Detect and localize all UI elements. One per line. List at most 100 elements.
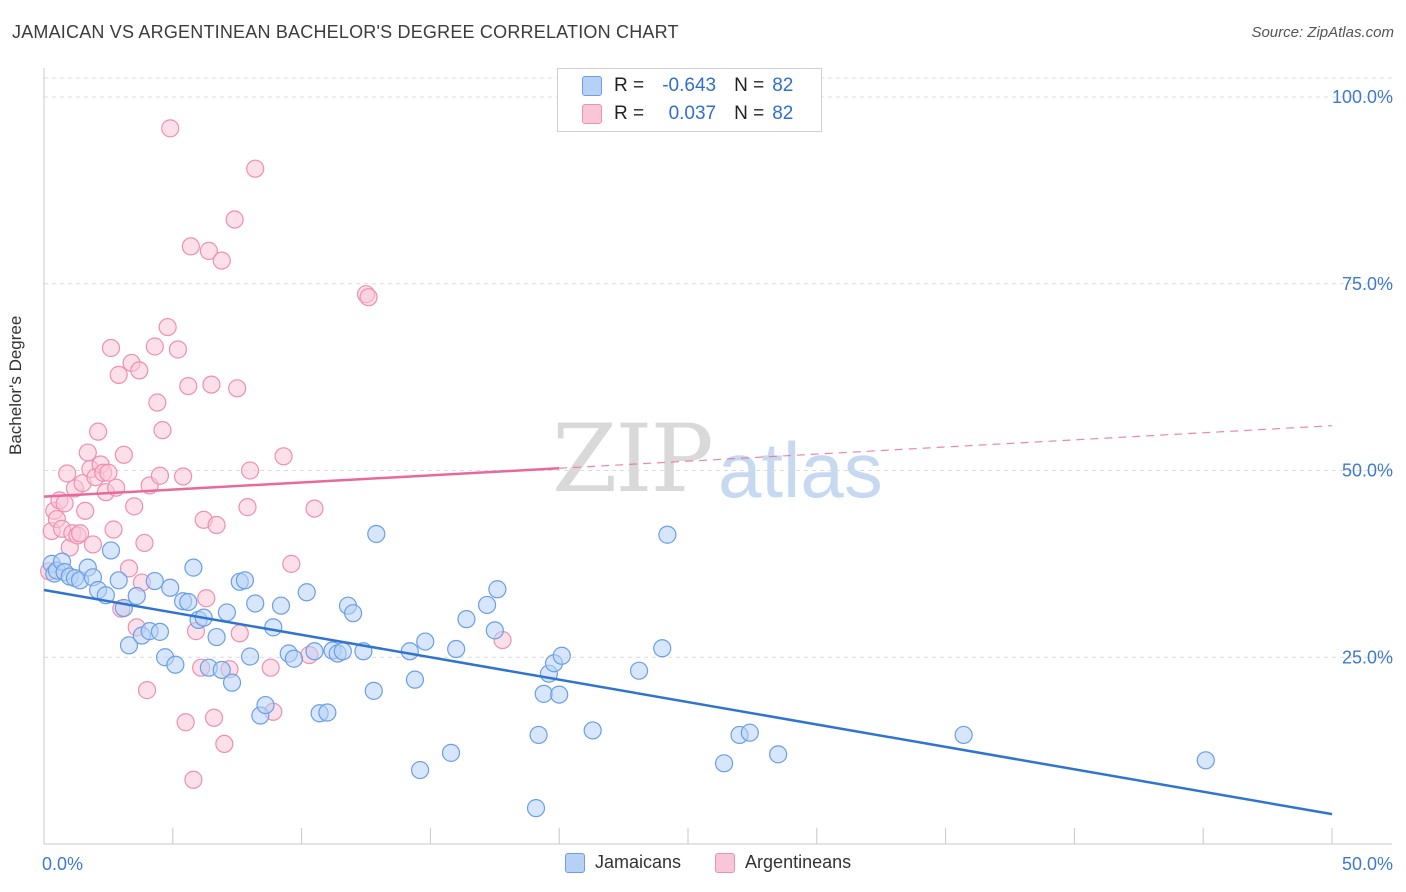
jamaicans-point: [629, 661, 649, 680]
jamaicans-point: [653, 639, 672, 658]
correlation-legend: R = -0.643 N = 82 R = 0.037 N = 82: [557, 68, 822, 132]
argentineans-point: [114, 445, 133, 464]
jamaicans-point: [222, 673, 242, 692]
legend-item-argentineans[interactable]: Argentineans: [715, 852, 851, 873]
jamaicans-trendline: [43, 588, 1333, 816]
argentineans-point: [135, 533, 154, 553]
y-tick-label: 50.0%: [1342, 461, 1393, 481]
legend-label-jamaicans: Jamaicans: [595, 852, 682, 872]
y-axis-label: Bachelor's Degree: [6, 315, 25, 455]
jamaicans-point: [333, 642, 352, 661]
argentineans-point: [145, 337, 164, 356]
jamaicans-point: [416, 632, 435, 651]
argentineans-point: [261, 658, 280, 677]
y-tick-label: 25.0%: [1342, 647, 1393, 667]
argentineans-point: [230, 624, 249, 643]
argentineans-point: [153, 421, 172, 440]
jamaicans-point: [184, 558, 203, 577]
argentineans-point: [215, 734, 234, 754]
argentineans-point: [150, 466, 170, 485]
argentineans-point: [179, 376, 198, 396]
watermark-zip: ZIP: [552, 405, 714, 514]
argentineans-point: [76, 501, 95, 520]
r-label: R =: [614, 103, 645, 124]
argentineans-point: [246, 159, 265, 178]
x-tick-label: 0.0%: [42, 854, 83, 874]
argentineans-point: [137, 681, 157, 700]
jamaicans-point: [488, 580, 507, 599]
jamaicans-point: [769, 745, 788, 764]
argentineans-point: [225, 210, 244, 229]
jamaicans-point: [207, 627, 226, 647]
jamaicans-point: [212, 660, 231, 680]
legend-item-jamaicans[interactable]: Jamaicans: [565, 852, 681, 873]
jamaicans-point: [583, 721, 602, 740]
jamaicans-point: [145, 571, 164, 591]
x-tick-label: 50.0%: [1342, 854, 1393, 874]
argentineans-point: [78, 443, 97, 462]
jamaicans-point: [217, 603, 236, 622]
argentineans-point: [204, 708, 224, 727]
jamaicans-point: [284, 649, 303, 668]
jamaicans-point: [256, 695, 275, 715]
jamaicans-point: [364, 681, 383, 700]
y-tick-label: 75.0%: [1342, 274, 1393, 294]
argentineans-point: [359, 288, 378, 307]
chart-title: JAMAICAN VS ARGENTINEAN BACHELOR'S DEGRE…: [12, 22, 679, 42]
argentineans-point: [101, 338, 121, 358]
argentineans-point: [55, 494, 74, 513]
jamaicans-point: [109, 571, 128, 590]
r-label: R =: [614, 75, 645, 96]
argentineans-point: [199, 241, 218, 260]
jamaicans-point: [477, 595, 497, 615]
argentineans-point: [238, 498, 257, 517]
n-value: 82: [772, 75, 794, 96]
argentineans-trendline: [43, 467, 560, 498]
jamaicans-point: [101, 541, 121, 560]
argentineans-point: [119, 559, 139, 578]
jamaicans-point: [529, 725, 548, 745]
argentineans-trendline-extension: [559, 425, 1333, 469]
argentineans-point: [99, 463, 118, 482]
source-label: Source: ZipAtlas.com: [1251, 24, 1394, 41]
jamaicans-point: [240, 647, 260, 666]
jamaicans-point: [271, 596, 291, 615]
series-legend: Jamaicans Argentineans: [565, 852, 885, 873]
jamaicans-point: [344, 604, 363, 623]
n-value: 82: [772, 103, 794, 124]
argentineans-point: [184, 770, 203, 789]
jamaicans-point: [658, 525, 677, 544]
argentineans-point: [176, 713, 195, 732]
legend-label-argentineans: Argentineans: [745, 852, 852, 872]
argentineans-point: [70, 524, 90, 543]
argentineans-point: [228, 379, 247, 398]
jamaicans-point: [264, 618, 283, 637]
jamaicans-point: [318, 703, 337, 722]
argentineans-point: [181, 237, 200, 256]
argentineans-point: [104, 520, 123, 539]
jamaicans-point: [485, 621, 504, 640]
argentineans-point: [88, 422, 108, 441]
argentineans-point: [83, 535, 103, 554]
jamaicans-point: [550, 685, 569, 704]
r-value: 0.037: [668, 103, 717, 124]
argentineans-point: [274, 447, 293, 466]
jamaicans-point: [127, 586, 146, 606]
argentineans-point: [158, 317, 177, 337]
jamaicans-point: [534, 684, 553, 703]
argentineans-point: [212, 251, 231, 270]
argentineans-swatch: [582, 104, 602, 124]
y-tick-label: 100.0%: [1332, 87, 1393, 107]
jamaicans-point: [740, 723, 759, 742]
jamaicans-point: [235, 571, 255, 590]
argentineans-point: [202, 375, 221, 394]
argentineans-point: [130, 361, 149, 380]
jamaicans-point: [150, 622, 170, 641]
legend-row-argentineans: R = 0.037 N = 82: [582, 100, 793, 128]
jamaicans-swatch: [565, 852, 585, 873]
r-value: -0.643: [662, 75, 717, 96]
jamaicans-point: [954, 725, 973, 745]
argentineans-swatch: [715, 852, 736, 873]
argentineans-point: [161, 119, 180, 138]
